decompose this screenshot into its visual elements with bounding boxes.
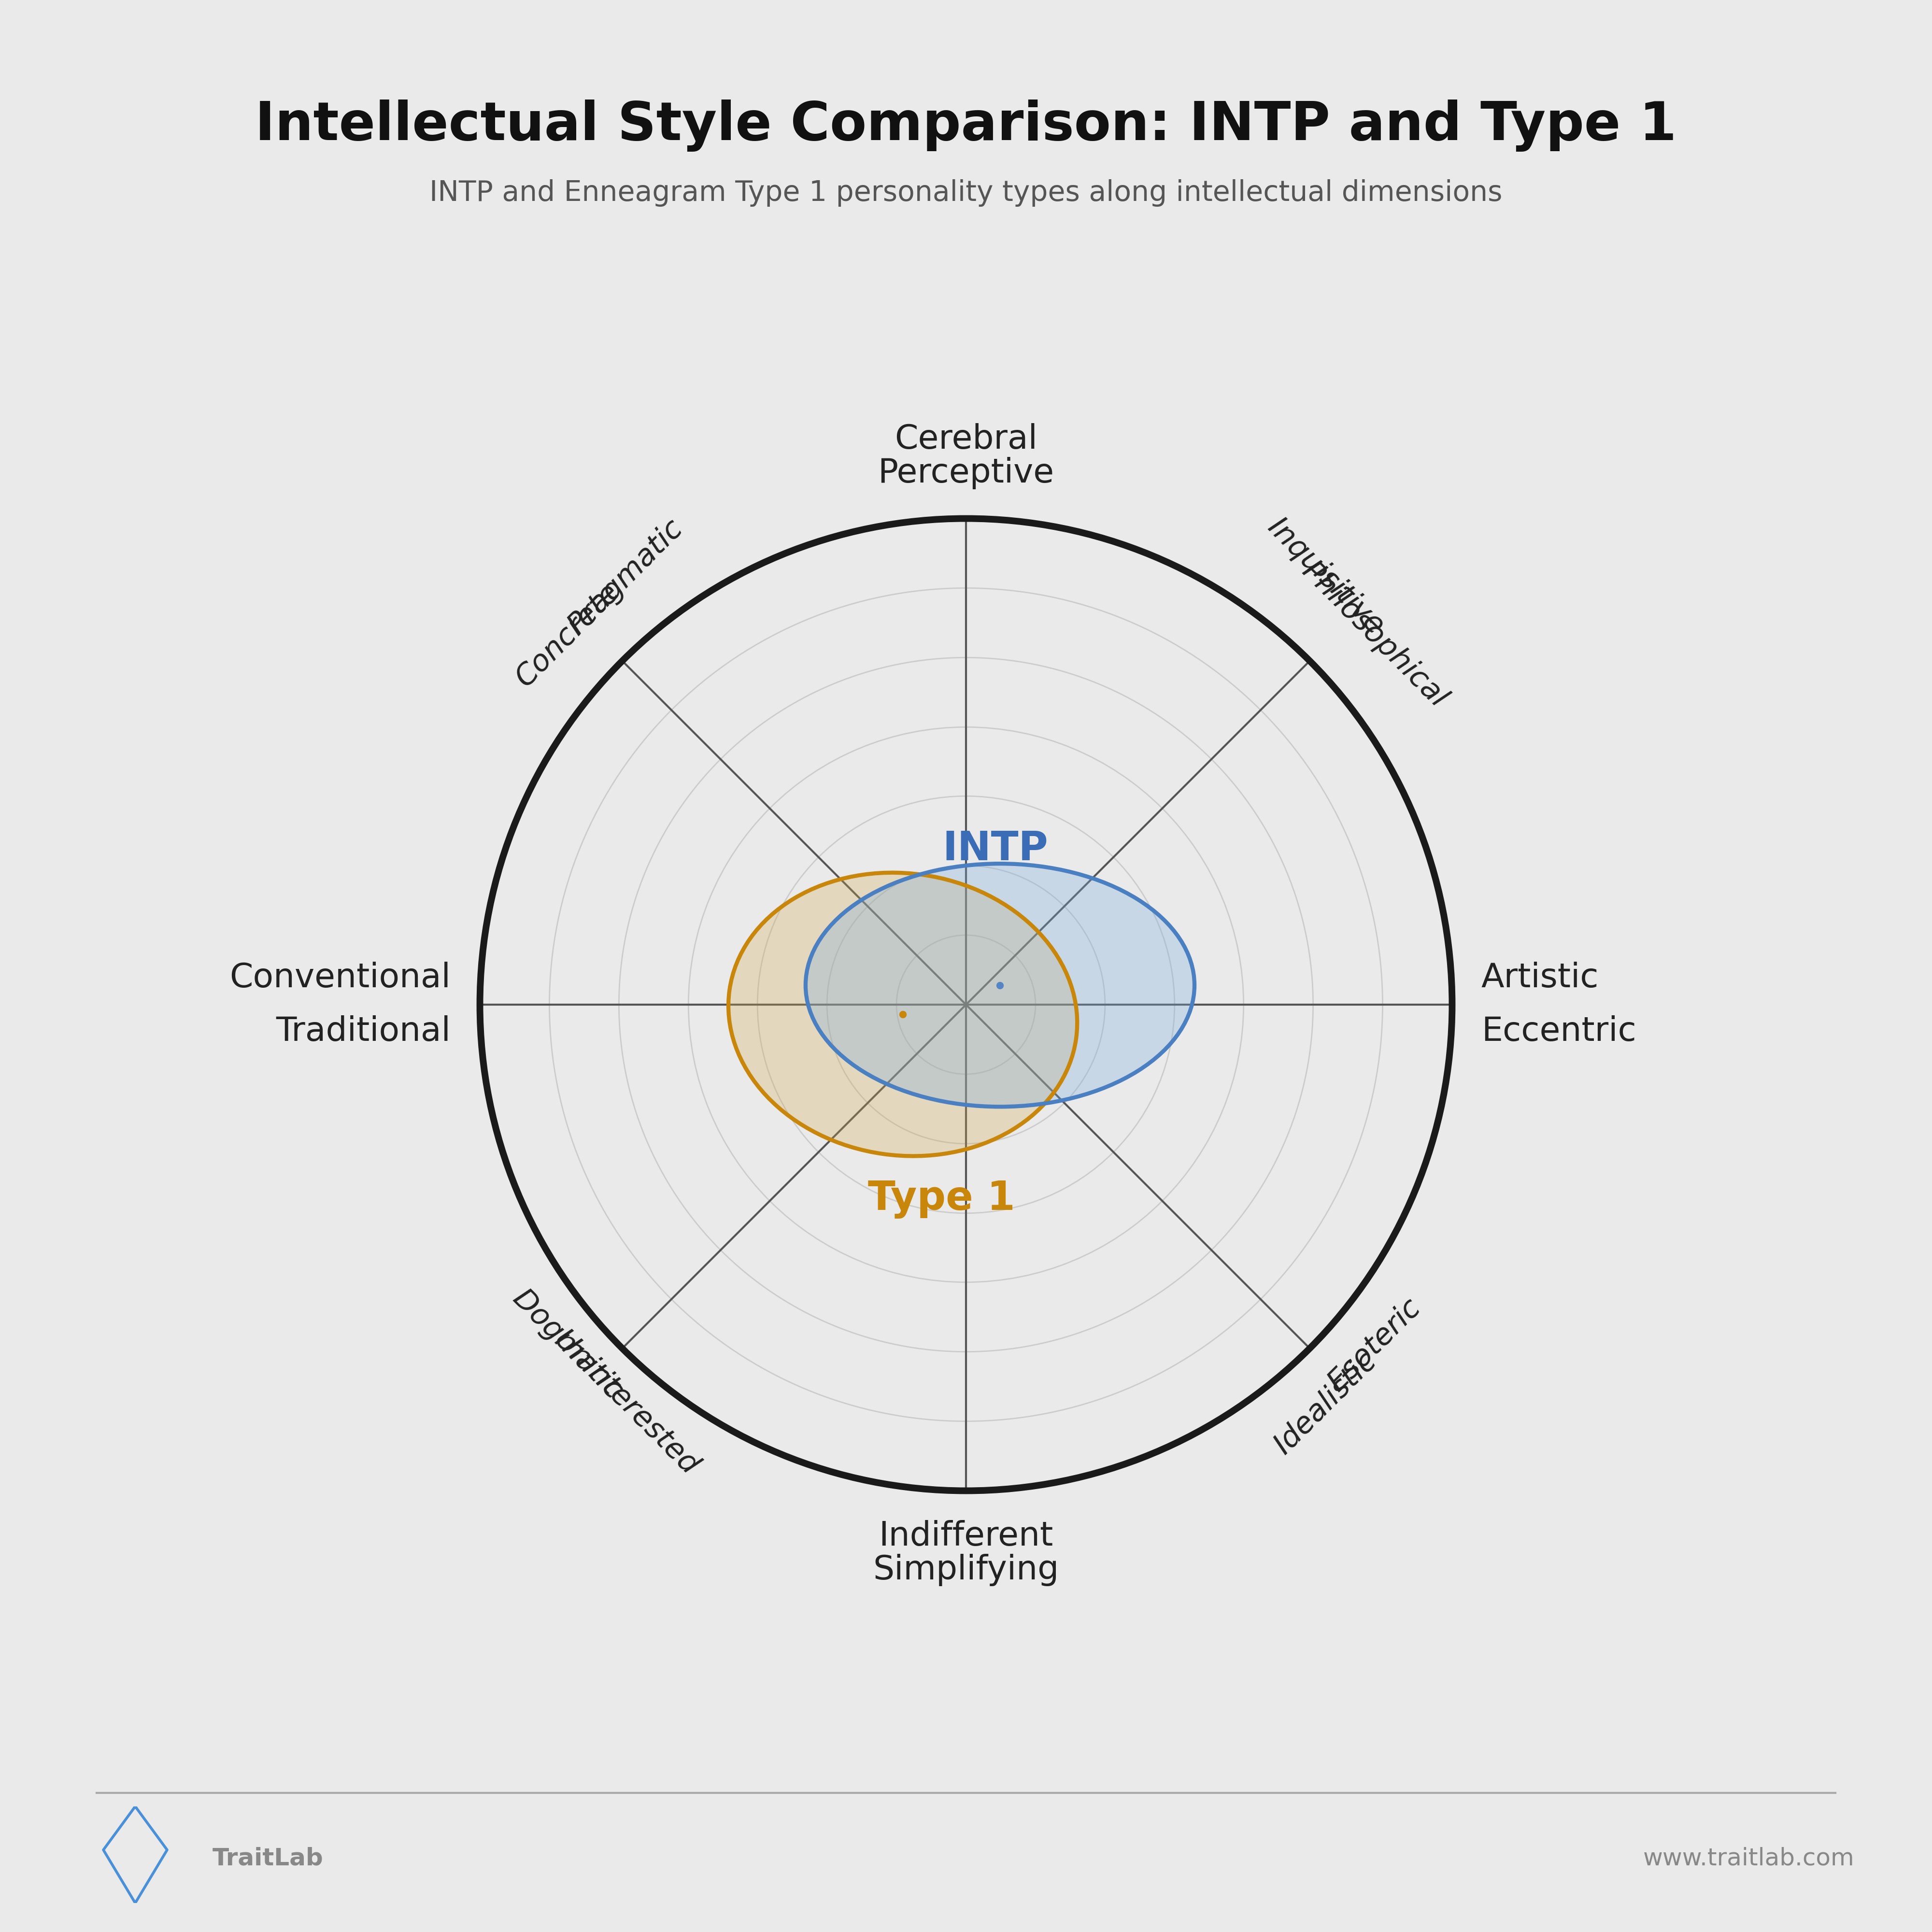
- Text: Artistic: Artistic: [1482, 962, 1600, 995]
- Text: INTP and Enneagram Type 1 personality types along intellectual dimensions: INTP and Enneagram Type 1 personality ty…: [429, 180, 1503, 207]
- Text: Inquisitive: Inquisitive: [1262, 514, 1389, 641]
- Text: Perceptive: Perceptive: [877, 458, 1055, 489]
- Text: Philosophical: Philosophical: [1296, 556, 1453, 713]
- Text: Simplifying: Simplifying: [873, 1553, 1059, 1586]
- Text: www.traitlab.com: www.traitlab.com: [1644, 1847, 1855, 1870]
- Text: Eccentric: Eccentric: [1482, 1014, 1636, 1047]
- Text: Traditional: Traditional: [276, 1014, 450, 1047]
- Ellipse shape: [806, 864, 1194, 1107]
- Text: Intellectual Style Comparison: INTP and Type 1: Intellectual Style Comparison: INTP and …: [255, 99, 1677, 153]
- Text: Pragmatic: Pragmatic: [562, 514, 688, 639]
- Text: TraitLab: TraitLab: [213, 1847, 323, 1870]
- Text: Type 1: Type 1: [867, 1180, 1016, 1219]
- Text: INTP: INTP: [943, 829, 1047, 869]
- Text: Esoteric: Esoteric: [1321, 1293, 1426, 1397]
- Ellipse shape: [728, 873, 1078, 1155]
- Text: Dogmatic: Dogmatic: [506, 1285, 628, 1405]
- Text: Conventional: Conventional: [230, 962, 450, 995]
- Text: Concrete: Concrete: [510, 578, 624, 692]
- Text: Cerebral: Cerebral: [895, 423, 1037, 456]
- Text: Idealistic: Idealistic: [1269, 1347, 1381, 1461]
- Text: Uninterested: Uninterested: [549, 1325, 703, 1482]
- Text: Indifferent: Indifferent: [879, 1520, 1053, 1551]
